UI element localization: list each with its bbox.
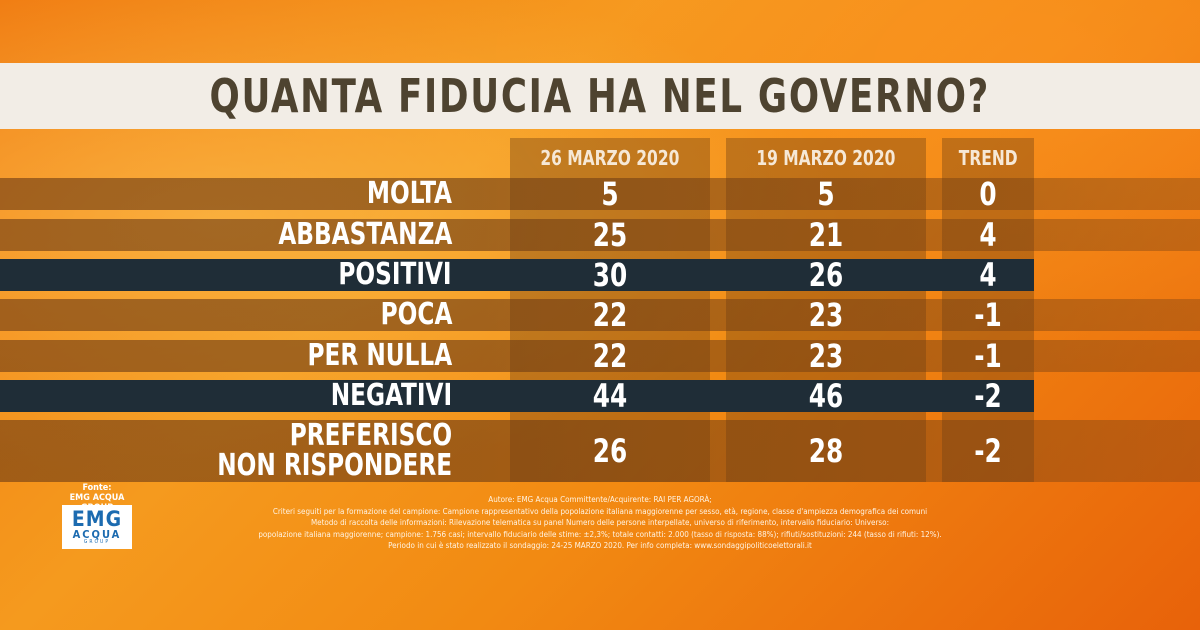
row-bar (0, 299, 1200, 331)
cell-19-marzo: 5 (726, 175, 926, 213)
cell-value: 22 (592, 296, 628, 334)
table-row: PREFERISCO NON RISPONDERE 26 28 -2 (0, 420, 1200, 482)
cell-19-marzo: 23 (726, 296, 926, 334)
cell-value: 4 (979, 216, 997, 254)
methodology-footnote: Autore: EMG Acqua Committente/Acquirente… (230, 494, 970, 552)
row-bar (0, 420, 1200, 482)
row-label-text: PREFERISCO NON RISPONDERE (217, 418, 452, 483)
row-label-text: PER NULLA (307, 338, 452, 373)
cell-value: -1 (974, 337, 1002, 375)
cell-19-marzo: 46 (726, 377, 926, 415)
footnote-line: popolazione italiana maggiorenne; campio… (258, 529, 942, 539)
cell-26-marzo: 30 (510, 256, 710, 294)
table-row: POSITIVI 30 26 4 (0, 256, 1200, 294)
row-label-text: NEGATIVI (330, 378, 452, 413)
cell-value: 4 (979, 256, 997, 294)
page-title: QUANTA FIDUCIA HA NEL GOVERNO? (209, 69, 991, 123)
cell-26-marzo: 25 (510, 216, 710, 254)
cell-trend: -2 (942, 377, 1034, 415)
cell-19-marzo: 28 (726, 420, 926, 482)
cell-value: -1 (974, 296, 1002, 334)
row-bar-highlight (0, 259, 1034, 291)
cell-trend: -1 (942, 296, 1034, 334)
footnote-line: Periodo in cui è stato realizzato il son… (388, 541, 812, 550)
column-header-trend: TREND (958, 146, 1018, 170)
row-label: POSITIVI (0, 259, 486, 291)
cell-26-marzo: 22 (510, 296, 710, 334)
cell-value: -2 (974, 377, 1002, 415)
cell-trend: -1 (942, 337, 1034, 375)
footnote-line: Criteri seguiti per la formazione del ca… (272, 506, 928, 516)
footnote-line: Autore: EMG Acqua Committente/Acquirente… (488, 495, 712, 504)
cell-value: 46 (808, 377, 844, 415)
cell-26-marzo: 44 (510, 377, 710, 415)
cell-trend: 4 (942, 256, 1034, 294)
title-band: QUANTA FIDUCIA HA NEL GOVERNO? (0, 63, 1200, 129)
cell-trend: 4 (942, 216, 1034, 254)
row-label-text: MOLTA (366, 176, 452, 211)
cell-value: 44 (592, 377, 628, 415)
row-label: NEGATIVI (0, 380, 486, 412)
cell-value: 22 (592, 337, 628, 375)
row-label-text: POCA (380, 297, 452, 332)
row-bar (0, 340, 1200, 372)
row-label-text: ABBASTANZA (277, 217, 452, 252)
cell-value: 25 (592, 216, 628, 254)
emg-acqua-logo: EMG ACQUA GROUP (62, 505, 132, 549)
table-row: MOLTA 5 5 0 (0, 175, 1200, 213)
cell-26-marzo: 26 (510, 420, 710, 482)
row-label: ABBASTANZA (0, 219, 486, 251)
cell-value: 0 (979, 175, 997, 213)
cell-value: 28 (808, 432, 844, 470)
table-row: NEGATIVI 44 46 -2 (0, 377, 1200, 415)
cell-19-marzo: 26 (726, 256, 926, 294)
cell-19-marzo: 23 (726, 337, 926, 375)
table-row: ABBASTANZA 25 21 4 (0, 216, 1200, 254)
table-row: PER NULLA 22 23 -1 (0, 337, 1200, 375)
row-bar (0, 219, 1200, 251)
column-header-26-marzo: 26 MARZO 2020 (540, 146, 680, 170)
cell-value: 23 (808, 337, 844, 375)
cell-value: 26 (808, 256, 844, 294)
cell-value: 23 (808, 296, 844, 334)
cell-value: -2 (974, 432, 1002, 470)
cell-value: 21 (808, 216, 844, 254)
cell-26-marzo: 5 (510, 175, 710, 213)
footnote-line: Metodo di raccolta delle informazioni: R… (310, 518, 890, 527)
cell-26-marzo: 22 (510, 337, 710, 375)
column-header-19-marzo: 19 MARZO 2020 (756, 146, 896, 170)
cell-value: 5 (817, 175, 835, 213)
row-label: MOLTA (0, 178, 486, 210)
cell-value: 5 (601, 175, 619, 213)
row-bar (0, 178, 1200, 210)
row-label-text: POSITIVI (338, 257, 452, 292)
cell-19-marzo: 21 (726, 216, 926, 254)
row-label: POCA (0, 299, 486, 331)
cell-trend: 0 (942, 175, 1034, 213)
cell-trend: -2 (942, 420, 1034, 482)
table-row: POCA 22 23 -1 (0, 296, 1200, 334)
row-label: PER NULLA (0, 340, 486, 372)
cell-value: 30 (592, 256, 628, 294)
cell-value: 26 (592, 432, 628, 470)
row-label: PREFERISCO NON RISPONDERE (0, 420, 486, 482)
row-bar-highlight (0, 380, 1034, 412)
